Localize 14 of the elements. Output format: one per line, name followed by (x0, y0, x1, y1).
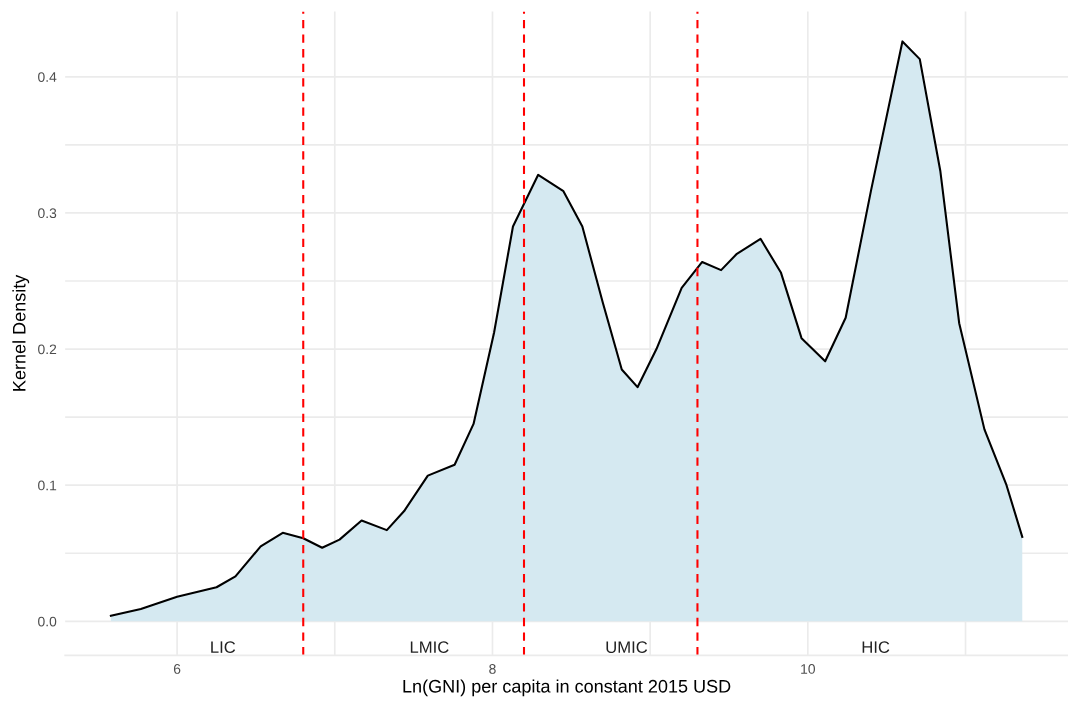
y-tick-label: 0.1 (38, 480, 57, 491)
y-tick-label: 0.4 (38, 72, 57, 82)
x-tick-label: 10 (801, 664, 816, 674)
y-tick-label: 0.2 (38, 344, 57, 355)
x-tick-label: 6 (173, 664, 181, 674)
annotation: LIC (211, 641, 236, 654)
x-tick-label: 8 (489, 664, 496, 674)
y-axis-title: Kernel Density (12, 274, 30, 391)
x-axis-title: Ln(GNI) per capita in constant 2015 USD (403, 679, 731, 697)
y-tick-label: 0.0 (38, 616, 57, 627)
annotation: UMIC (606, 641, 648, 654)
annotation: LMIC (410, 641, 449, 654)
annotation: HIC (862, 641, 890, 654)
y-tick-label: 0.3 (38, 208, 57, 219)
